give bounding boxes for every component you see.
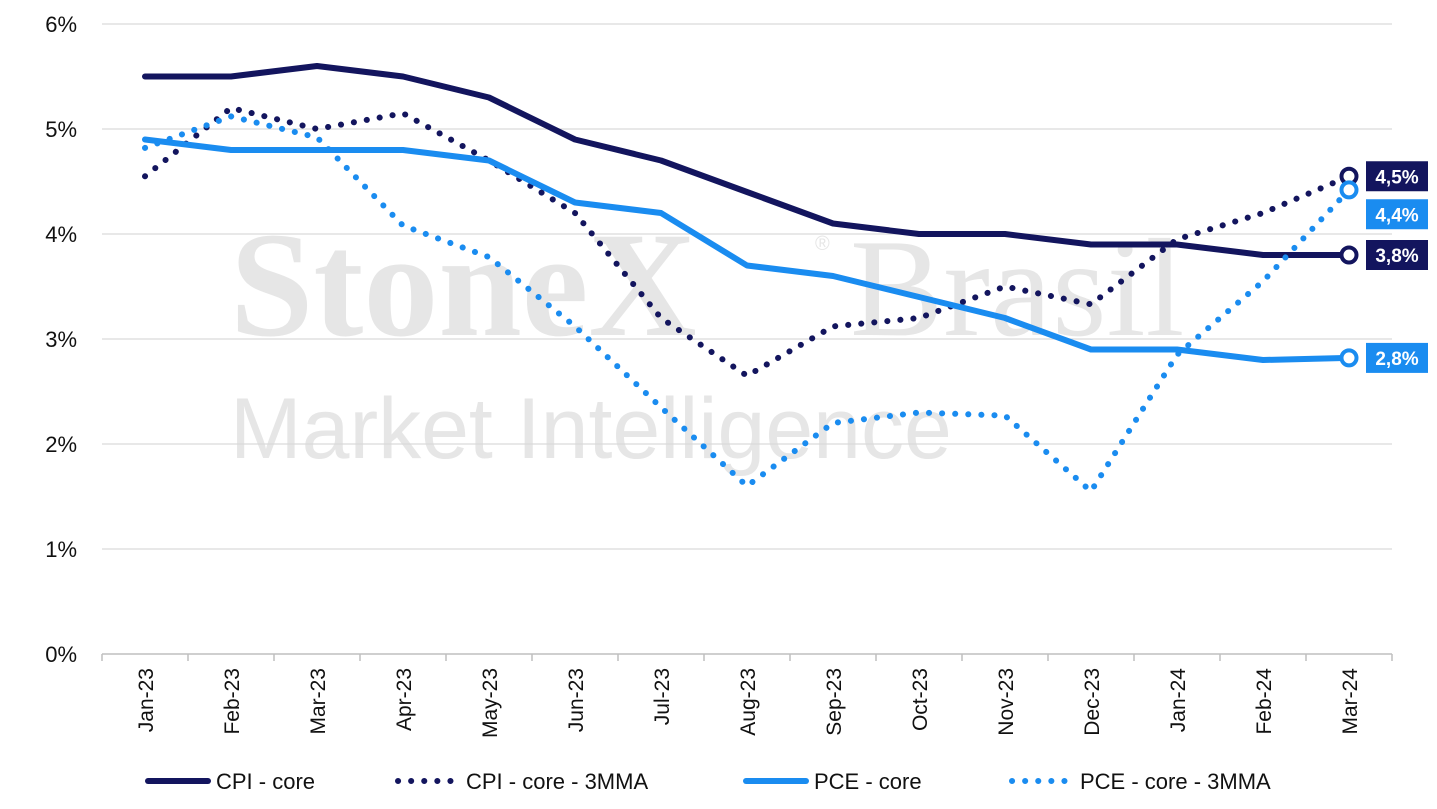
watermark-registered-mark: ® [815,233,830,255]
x-tick-label: Feb-24 [1253,668,1276,735]
end-label-4: 4,4% [1375,205,1418,226]
y-tick-label: 2% [45,432,77,457]
watermark: StoneX ® Brasil Market Intelligence [230,202,1184,477]
end-marker-1 [1339,245,1359,265]
end-label-3: 2,8% [1375,349,1418,370]
x-tick-label: May-23 [479,668,502,738]
x-tick-label: Dec-23 [1081,668,1104,736]
x-axis [101,653,1393,661]
y-tick-label: 5% [45,117,77,142]
series-line-3 [142,136,1352,363]
legend-label-2: CPI - core - 3MMA [466,769,648,794]
y-axis-ticks: 0% 1% 2% 3% 4% 5% 6% [45,12,77,667]
x-tick-label: Mar-24 [1339,668,1362,735]
end-marker-4 [1339,180,1359,200]
legend: CPI - core CPI - core - 3MMA PCE - core PCE… [145,769,1271,794]
x-tick-label: Jan-23 [135,668,158,732]
y-tick-label: 3% [45,327,77,352]
end-marker-3 [1339,348,1359,368]
x-tick-label: Nov-23 [995,668,1018,736]
end-label-box-4 [1366,199,1428,230]
x-tick-label: Apr-23 [393,668,416,731]
series-line-1 [142,63,1352,258]
y-tick-label: 6% [45,12,77,37]
x-tick-label: Jul-23 [651,668,674,725]
end-label-box-2 [1366,161,1428,192]
x-tick-label: Jun-23 [565,668,588,732]
x-tick-label: Aug-23 [737,668,760,736]
x-axis-ticks: Jan-23 Feb-23 Mar-23 Apr-23 May-23 Jun-23 Jul-… [135,668,1362,738]
legend-label-1: CPI - core [216,769,315,794]
end-label-box-1 [1366,240,1428,270]
x-tick-label: Feb-23 [221,668,244,735]
y-tick-label: 0% [45,642,77,667]
end-labels: 4,5% 4,4% 3,8% 2,8% [1339,161,1428,373]
legend-label-4: PCE - core - 3MMA [1080,769,1271,794]
x-tick-label: Oct-23 [909,668,932,731]
end-label-1: 3,8% [1375,246,1418,267]
x-tick-label: Jan-24 [1167,668,1190,733]
watermark-stonex: StoneX [230,202,697,368]
x-tick-label: Mar-23 [307,668,330,735]
y-tick-label: 4% [45,222,77,247]
legend-label-3: PCE - core [814,769,922,794]
series-lines [142,63,1352,495]
y-tick-label: 1% [45,537,77,562]
watermark-market-intelligence: Market Intelligence [230,381,952,477]
series-line-4 [142,113,1352,495]
x-tick-label: Sep-23 [823,668,846,736]
end-label-box-3 [1366,342,1428,373]
end-label-2: 4,5% [1375,167,1418,188]
